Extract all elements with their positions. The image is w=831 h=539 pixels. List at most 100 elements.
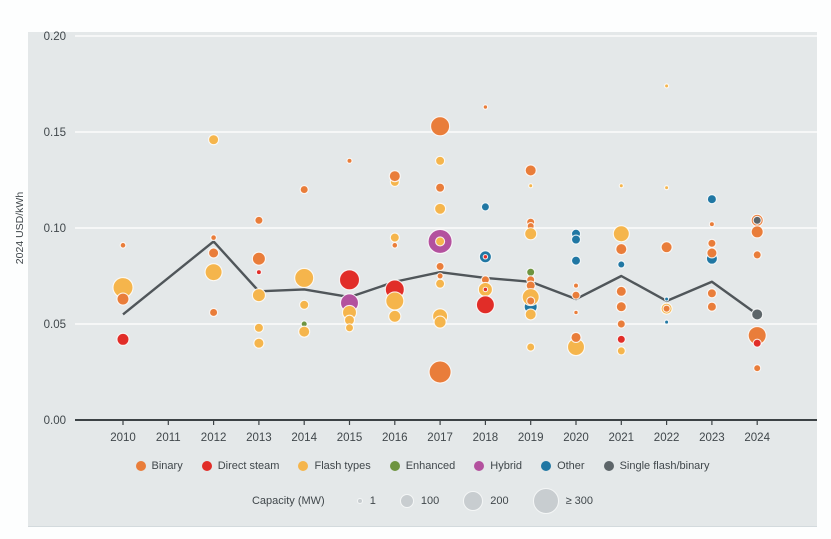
trend-line bbox=[122, 240, 758, 316]
bubble-other bbox=[664, 296, 670, 302]
x-tick-label: 2022 bbox=[654, 432, 680, 444]
capacity-circle-icon bbox=[532, 488, 559, 514]
y-tick-label: 0.15 bbox=[44, 127, 66, 139]
bubble-direct bbox=[475, 295, 495, 315]
bubble-binary bbox=[706, 247, 718, 259]
bubble-flash bbox=[299, 299, 310, 310]
bubble-binary bbox=[660, 241, 673, 254]
bubble-flash bbox=[389, 232, 400, 243]
bubble-flash bbox=[433, 315, 447, 329]
bubble-flash bbox=[612, 225, 630, 243]
binary-dot-icon bbox=[135, 461, 146, 471]
bubble-flash bbox=[526, 342, 536, 352]
bubble-flash bbox=[524, 227, 538, 241]
capacity-item: 1 bbox=[356, 495, 376, 507]
x-tick-label: 2024 bbox=[744, 432, 770, 444]
bubble-binary bbox=[615, 243, 628, 256]
bubble-binary bbox=[615, 285, 627, 297]
legend-item-hybrid: Hybrid bbox=[474, 460, 522, 472]
bubble-direct bbox=[616, 334, 626, 344]
bubble-binary bbox=[254, 215, 264, 225]
bubble-flash bbox=[618, 183, 624, 189]
capacity-circle-icon bbox=[399, 494, 414, 508]
bubble-binary bbox=[435, 261, 445, 271]
bubble-binary bbox=[706, 301, 717, 312]
bubble-flash bbox=[251, 288, 266, 303]
x-tick-label: 2017 bbox=[427, 432, 453, 444]
x-tick-label: 2019 bbox=[518, 432, 544, 444]
hybrid-dot-icon bbox=[474, 461, 485, 471]
bubble-binary bbox=[209, 307, 219, 318]
x-tick-label: 2018 bbox=[473, 432, 499, 444]
bubble-direct bbox=[752, 338, 762, 348]
bubble-binary bbox=[707, 238, 717, 248]
bubble-direct bbox=[116, 332, 130, 346]
legend-item-other: Other bbox=[541, 460, 585, 472]
bubble-flash bbox=[344, 323, 355, 333]
bubble-binary bbox=[572, 282, 580, 289]
legend-item-direct: Direct steam bbox=[201, 460, 279, 472]
bubble-direct bbox=[482, 254, 489, 260]
x-tick-label: 2021 bbox=[609, 432, 635, 444]
x-tick-label: 2015 bbox=[337, 432, 363, 444]
enhanced-dot-icon bbox=[389, 461, 400, 471]
legend-item-enhanced: Enhanced bbox=[389, 460, 456, 472]
bubble-flash bbox=[253, 337, 265, 349]
capacity-item: 200 bbox=[463, 491, 509, 511]
bubble-flash bbox=[204, 263, 223, 282]
bubble-direct bbox=[255, 269, 262, 276]
y-tick-label: 0.10 bbox=[44, 223, 66, 235]
x-tick-label: 2013 bbox=[246, 432, 272, 444]
capacity-circle-icon bbox=[356, 498, 363, 504]
bubble-flash bbox=[208, 134, 220, 146]
x-tick-label: 2016 bbox=[382, 432, 408, 444]
bubble-other bbox=[570, 255, 582, 266]
y-tick-label: 0.00 bbox=[44, 415, 66, 427]
bubble-binary bbox=[388, 170, 401, 183]
capacity-legend-title: Capacity (MW) bbox=[251, 495, 325, 507]
x-tick-label: 2012 bbox=[201, 432, 227, 444]
legend-label: Single flash/binary bbox=[619, 460, 710, 472]
bubble-binary bbox=[210, 234, 217, 241]
direct-dot-icon bbox=[201, 461, 212, 471]
bubble-binary bbox=[615, 301, 627, 313]
legend-label: Enhanced bbox=[405, 460, 456, 472]
bubble-binary bbox=[116, 292, 130, 306]
bubble-binary bbox=[436, 272, 444, 280]
legend-label: Flash types bbox=[314, 460, 371, 472]
bubble-other bbox=[664, 319, 670, 325]
capacity-label: 100 bbox=[420, 495, 440, 507]
bubble-flash bbox=[664, 83, 670, 89]
bubble-flash bbox=[294, 267, 315, 288]
bubble-other bbox=[480, 202, 490, 212]
bubble-binary bbox=[752, 250, 762, 260]
bubble-direct bbox=[338, 269, 361, 291]
bubble-binary bbox=[428, 360, 452, 384]
bubble-other bbox=[617, 260, 626, 269]
capacity-label: 200 bbox=[490, 495, 509, 507]
bubble-flash bbox=[434, 202, 447, 215]
bubble-flash bbox=[616, 346, 626, 356]
bubble-binary bbox=[524, 164, 537, 177]
bubble-binary bbox=[706, 288, 717, 299]
bubble-enhanced bbox=[526, 267, 536, 277]
bubble-binary bbox=[119, 241, 127, 249]
bubble-binary bbox=[208, 247, 220, 259]
bubble-flash bbox=[528, 183, 534, 189]
capacity-item: 100 bbox=[399, 494, 440, 508]
bubble-flash bbox=[524, 308, 537, 321]
bubble-binary bbox=[570, 331, 582, 343]
bubble-binary bbox=[251, 251, 266, 266]
bubble-flash bbox=[664, 185, 670, 191]
bubble-flash bbox=[435, 278, 446, 289]
other-dot-icon bbox=[541, 461, 552, 471]
x-tick-label: 2011 bbox=[156, 432, 181, 444]
bubble-flash bbox=[388, 309, 402, 323]
x-tick-label: 2023 bbox=[699, 432, 725, 444]
bubble-binary bbox=[616, 319, 626, 329]
bubble-binary bbox=[750, 225, 764, 239]
bubble-other bbox=[706, 194, 717, 205]
y-axis-title: 2024 USD/kWh bbox=[14, 192, 26, 265]
category-legend: Binary Direct steam Flash types Enhanced Hyb… bbox=[28, 458, 817, 474]
bubble-single bbox=[752, 215, 762, 225]
